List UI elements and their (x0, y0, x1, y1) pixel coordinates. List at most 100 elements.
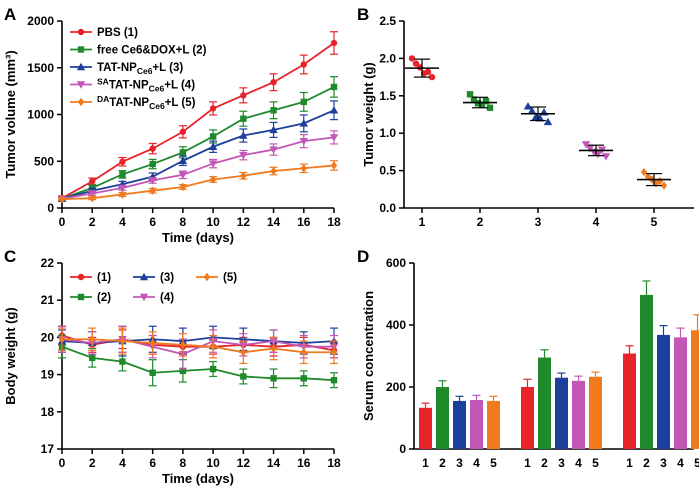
panel-c-x-tick-label: 8 (180, 456, 187, 470)
panel-d-bar (572, 380, 585, 449)
panel-c-data-point (240, 373, 247, 380)
panel-b-data-point (478, 101, 486, 108)
panel-a-x-tick-label: 0 (59, 215, 66, 229)
panel-a-data-point (270, 79, 277, 86)
panel-c-x-tick-label: 6 (149, 456, 156, 470)
panel-c-legend-label: (3) (160, 272, 174, 284)
panel-c-data-point (240, 348, 247, 357)
panel-c-data-point (119, 358, 126, 365)
panel-c-x-tick-label: 12 (237, 456, 251, 470)
panel-c-series-line-2 (61, 345, 335, 382)
panel-c-y-tick-label: 19 (41, 368, 55, 382)
panel-a-data-point (269, 146, 278, 154)
panel-c-data-point (330, 348, 338, 357)
panel-d-bar (538, 357, 551, 449)
panel-d-bar (487, 400, 500, 449)
panel-a-x-tick-label: 10 (206, 215, 220, 229)
panel-d-bar (470, 400, 483, 449)
panel-d-x-tick-label: 3 (660, 456, 667, 470)
panel-d-y-axis-title: Serum concentration (361, 291, 376, 421)
panel-c-data-point (119, 336, 126, 346)
panel-a-data-point (149, 145, 156, 152)
panel-a-data-point (329, 106, 339, 114)
panel-d-x-tick-label: 3 (558, 456, 565, 470)
panel-c-x-tick-label: 4 (119, 456, 126, 470)
panel-a-data-point (239, 151, 248, 160)
panel-a-data-point (330, 83, 338, 91)
panel-b-data-point (428, 73, 436, 81)
panel-c-y-tick-label: 18 (41, 405, 55, 419)
panel-c-x-tick-label: 10 (206, 456, 220, 470)
panel-a-data-point (179, 182, 187, 192)
panel-a-y-tick-label: 1000 (27, 108, 54, 122)
panel-c-data-point (89, 354, 96, 362)
panel-d-y-tick-label: 200 (386, 380, 406, 394)
panel-d-bar (453, 400, 466, 449)
panel-a-data-point (209, 175, 217, 184)
panel-c-data-point (179, 340, 187, 350)
panel-b-data-point (486, 104, 494, 111)
panel-a-data-point (269, 125, 278, 134)
panel-d-bar (589, 376, 602, 449)
panel-c-data-point (149, 369, 156, 376)
panel-a-x-tick-label: 2 (89, 215, 96, 229)
panel-a-data-point (209, 105, 217, 112)
panel-d-y-tick-label: 400 (386, 318, 406, 332)
panel-c-data-point (209, 342, 217, 351)
panel-c-data-point (270, 375, 277, 382)
panel-b-data-point (593, 150, 603, 159)
panel-d-y-tick-label: 0 (399, 442, 406, 456)
panel-c-legend-label: (2) (97, 292, 111, 304)
panel-c-series-line-5 (62, 338, 334, 354)
panel-a-data-point (330, 161, 338, 170)
panel-b-y-tick-label: 2.0 (379, 51, 396, 65)
panel-a-data-point (149, 160, 156, 168)
panel-c-data-point (149, 338, 156, 348)
panel-b-y-tick-label: 0.5 (379, 164, 396, 178)
panel-b-data-point (523, 102, 533, 110)
panel-a-data-point (240, 92, 247, 99)
panel-a-data-point (58, 194, 66, 204)
panel-a-data-point (329, 134, 339, 142)
panel-a-x-tick-label: 16 (297, 215, 311, 229)
panel-a-data-point (178, 156, 188, 164)
panel-c-data-point (89, 335, 96, 344)
panel-a-series-line-3 (61, 109, 335, 200)
panel-a-legend-label: SATAT-NPCe6+L (4) (97, 77, 195, 94)
panel-b-x-tick-label: 2 (477, 215, 484, 229)
panel-d-x-tick-label: 1 (626, 456, 633, 470)
panel-a-data-point (240, 115, 247, 122)
panel-d-x-tick-label: 2 (541, 456, 548, 470)
panel-a-legend-label: PBS (1) (97, 27, 138, 39)
panel-c-legend-marker (77, 293, 85, 301)
panel-d-bar (674, 337, 687, 449)
panel-a-legend-marker (77, 28, 85, 36)
panel-a-data-point (240, 171, 247, 180)
panel-b-x-tick-label: 5 (651, 215, 658, 229)
panel-c-legend-label: (5) (223, 272, 237, 284)
panel-a-data-point (209, 133, 217, 140)
panel-b-data-point (412, 60, 420, 67)
panel-d-x-tick-label: 2 (439, 456, 446, 470)
panel-c-legend-marker (139, 293, 149, 302)
panel-a-data-point (119, 190, 126, 199)
panel-c-x-tick-label: 18 (327, 456, 341, 470)
panel-a-y-tick-label: 1500 (27, 61, 54, 75)
panel-a-data-point (239, 131, 248, 139)
panel-a-x-axis-title: Time (days) (162, 230, 234, 245)
panel-b-y-tick-label: 0.0 (379, 201, 396, 215)
panel-b-y-axis-title: Tumor weight (g) (361, 62, 376, 166)
panel-b-y-tick-label: 1.5 (379, 89, 396, 103)
panel-a-series-line-4 (61, 136, 335, 200)
panel-a-data-point (119, 171, 126, 178)
panel-c-legend-marker (77, 273, 85, 281)
panel-c-y-tick-label: 20 (41, 330, 55, 344)
panel-b-data-point (640, 167, 648, 177)
panel-c-x-tick-label: 14 (267, 456, 281, 470)
panel-a-data-point (330, 39, 338, 47)
panel-a-data-point (270, 107, 277, 114)
panel-a-series-line-2 (61, 86, 335, 200)
panel-a-data-point (89, 193, 96, 203)
panel-a-legend-label: TAT-NPCe6+L (3) (97, 62, 183, 76)
